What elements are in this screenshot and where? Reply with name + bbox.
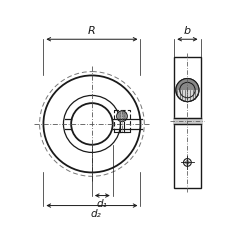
Text: d₁: d₁ (97, 199, 108, 209)
Text: d₂: d₂ (90, 209, 101, 219)
Circle shape (176, 78, 199, 102)
Bar (114, 110, 130, 132)
Circle shape (116, 111, 127, 122)
Wedge shape (176, 78, 199, 90)
Text: R: R (88, 26, 96, 36)
Text: b: b (184, 26, 191, 36)
Circle shape (184, 158, 191, 166)
Bar (174, 57, 201, 188)
